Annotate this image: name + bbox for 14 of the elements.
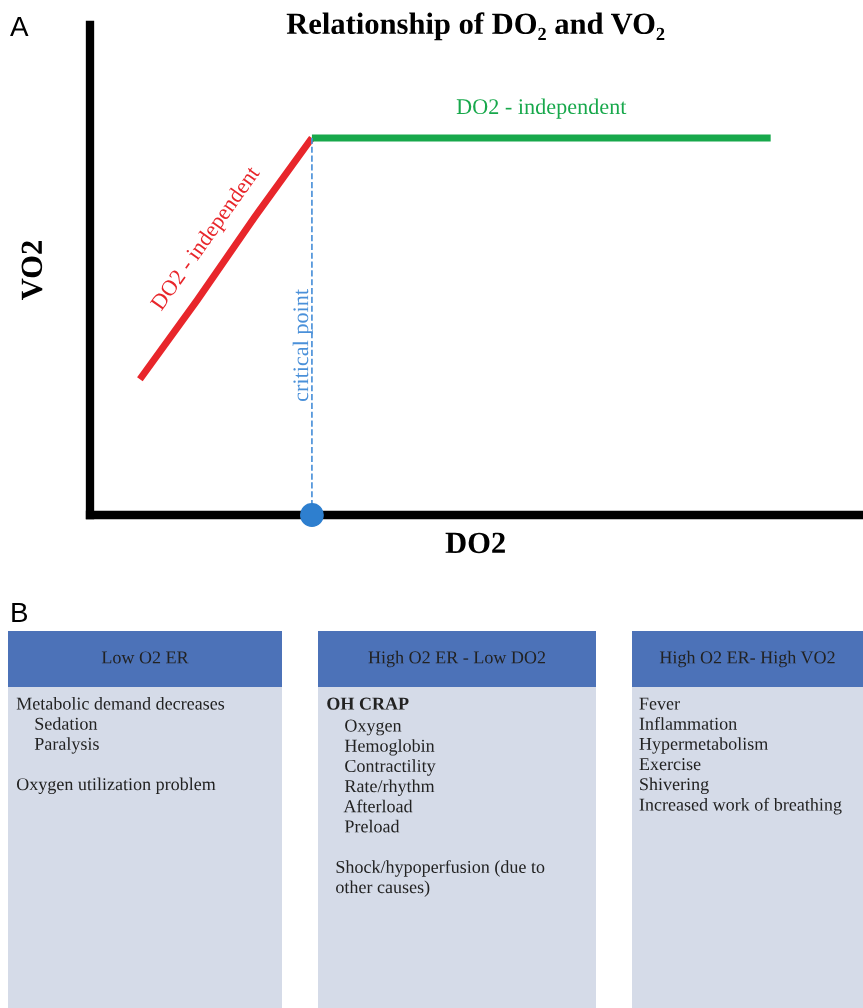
y-axis-title: VO2	[21, 241, 43, 300]
text: High O2 ER- High VO2	[659, 650, 835, 668]
annotation: critical point	[292, 289, 313, 401]
text: OH CRAP	[327, 697, 409, 710]
chart-title: Relationship of DO₂ and VO₂	[286, 12, 665, 41]
text: Fever Inflammation Hypermetabolism Exercise Shivering Increased work of breathing	[639, 697, 842, 815]
text: B	[12, 602, 28, 622]
text: Metabolic demand decreases Sedation Paralysis Oxygen utilization problem	[16, 697, 225, 795]
series-label: DO2 - independent	[456, 98, 627, 119]
text: Low O2 ER	[101, 651, 189, 664]
x-axis-title: DO2	[445, 532, 505, 554]
text: High O2 ER - Low DO2	[368, 650, 546, 668]
text: A	[10, 16, 29, 36]
text: Oxygen Hemoglobin Contractility Rate/rhythm Afterload Preload Shock/hypoperfusion (due to other causes)	[336, 719, 545, 897]
